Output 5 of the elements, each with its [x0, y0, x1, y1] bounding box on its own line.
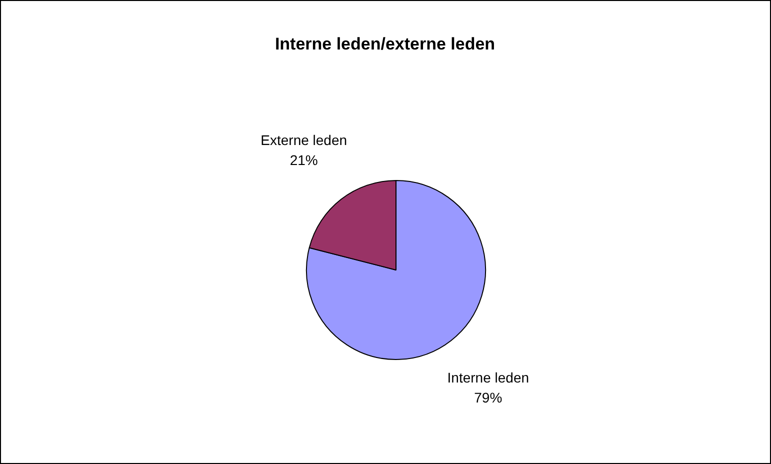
data-label: 79%: [474, 390, 502, 406]
data-label: 21%: [290, 152, 318, 168]
slice-label: Interne leden: [447, 370, 530, 386]
chart-title: Interne leden/externe leden: [274, 34, 496, 54]
slice-label: Externe leden: [260, 132, 348, 148]
